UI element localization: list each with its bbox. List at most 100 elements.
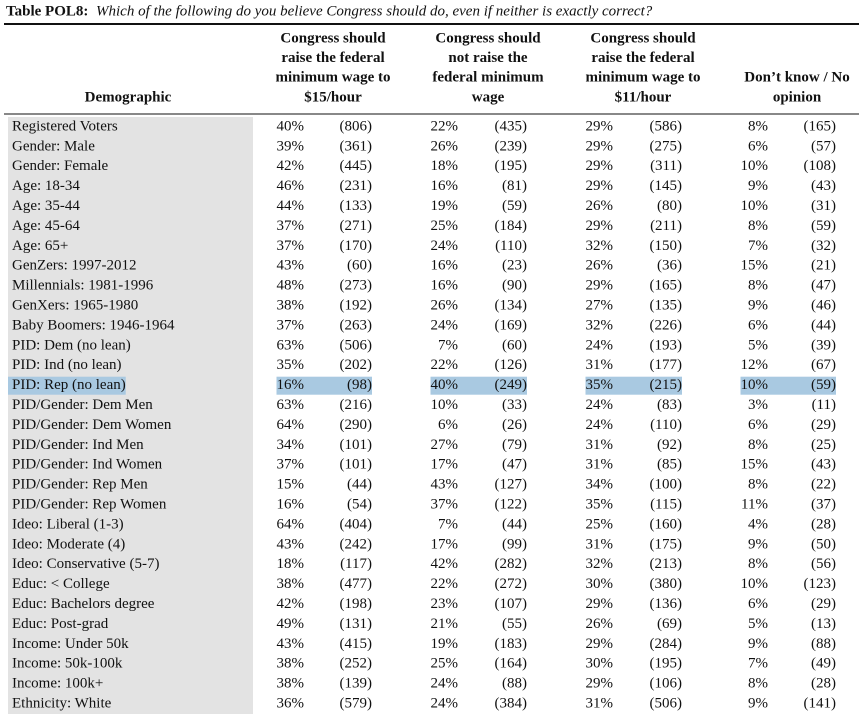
column-header: Congress should [590,30,696,46]
percent-cell: 17% [431,457,459,473]
count-cell: (404) [340,516,373,532]
count-cell: (183) [495,636,528,652]
row-label: Age: 18-34 [12,178,80,194]
count-cell: (134) [495,298,528,314]
count-cell: (175) [650,536,683,552]
count-cell: (231) [340,178,373,194]
count-cell: (49) [811,656,836,672]
count-cell: (106) [650,676,683,692]
count-cell: (211) [650,218,682,234]
row-label: Income: 50k-100k [12,656,123,672]
percent-cell: 8% [748,118,768,134]
percent-cell: 34% [586,477,614,493]
percent-cell: 64% [277,516,305,532]
count-cell: (184) [495,218,528,234]
column-header: not raise the [448,50,527,66]
count-cell: (100) [650,477,683,493]
count-cell: (122) [495,497,528,513]
percent-cell: 35% [586,497,614,513]
count-cell: (239) [495,138,528,154]
percent-cell: 10% [741,377,769,393]
count-cell: (37) [811,497,836,513]
percent-cell: 38% [277,656,305,672]
percent-cell: 32% [586,238,614,254]
row-label: Age: 35-44 [12,198,80,214]
count-cell: (107) [495,596,528,612]
percent-cell: 26% [586,198,614,214]
count-cell: (28) [811,676,836,692]
percent-cell: 24% [586,337,614,353]
count-cell: (216) [340,397,373,413]
count-cell: (506) [650,696,683,712]
row-label: GenZers: 1997-2012 [12,258,137,274]
percent-cell: 31% [586,437,614,453]
count-cell: (192) [340,298,373,314]
percent-cell: 23% [431,596,459,612]
count-cell: (165) [804,118,837,134]
percent-cell: 37% [431,497,459,513]
count-cell: (272) [495,576,528,592]
percent-cell: 16% [277,377,305,393]
percent-cell: 30% [586,656,614,672]
count-cell: (198) [340,596,373,612]
column-header: $15/hour [304,89,362,105]
count-cell: (141) [804,696,837,712]
count-cell: (586) [650,118,683,134]
column-header: wage [472,89,505,105]
row-highlight [430,376,527,395]
count-cell: (164) [495,656,528,672]
percent-cell: 9% [748,178,768,194]
percent-cell: 15% [741,258,769,274]
percent-cell: 18% [277,556,305,572]
count-cell: (39) [811,337,836,353]
count-cell: (135) [650,298,683,314]
percent-cell: 44% [277,198,305,214]
percent-cell: 64% [277,417,305,433]
row-label: Gender: Male [12,138,95,154]
row-label: PID/Gender: Rep Women [12,497,167,513]
highlight-layer [8,376,836,395]
row-label: Millennials: 1981-1996 [12,278,154,294]
count-cell: (55) [502,616,527,632]
percent-cell: 42% [277,596,305,612]
row-label: Registered Voters [12,118,118,134]
count-cell: (160) [650,516,683,532]
count-cell: (29) [811,596,836,612]
percent-cell: 34% [277,437,305,453]
count-cell: (115) [650,497,682,513]
row-label: PID/Gender: Dem Men [12,397,153,413]
count-cell: (79) [502,437,527,453]
count-cell: (43) [811,178,836,194]
percent-cell: 8% [748,278,768,294]
count-cell: (25) [811,437,836,453]
percent-cell: 31% [586,457,614,473]
column-header: Congress should [435,30,541,46]
count-cell: (133) [340,198,373,214]
count-cell: (32) [811,238,836,254]
count-cell: (415) [340,636,373,652]
count-cell: (273) [340,278,373,294]
row-label: PID/Gender: Ind Men [12,437,144,453]
row-label: Baby Boomers: 1946-1964 [12,317,175,333]
count-cell: (215) [650,377,683,393]
count-cell: (22) [811,477,836,493]
count-cell: (83) [657,397,682,413]
count-cell: (46) [811,298,836,314]
percent-cell: 9% [748,536,768,552]
count-cell: (263) [340,317,373,333]
count-cell: (44) [347,477,372,493]
percent-cell: 8% [748,556,768,572]
percent-cell: 25% [431,218,459,234]
percent-cell: 29% [586,178,614,194]
percent-cell: 49% [277,616,305,632]
count-cell: (275) [650,138,683,154]
row-label: Age: 65+ [12,238,68,254]
count-cell: (117) [340,556,372,572]
count-cell: (213) [650,556,683,572]
count-cell: (131) [340,616,373,632]
table-label: Table POL8: [6,3,88,19]
percent-cell: 22% [431,576,459,592]
count-cell: (60) [347,258,372,274]
count-cell: (123) [804,576,837,592]
count-cell: (50) [811,536,836,552]
